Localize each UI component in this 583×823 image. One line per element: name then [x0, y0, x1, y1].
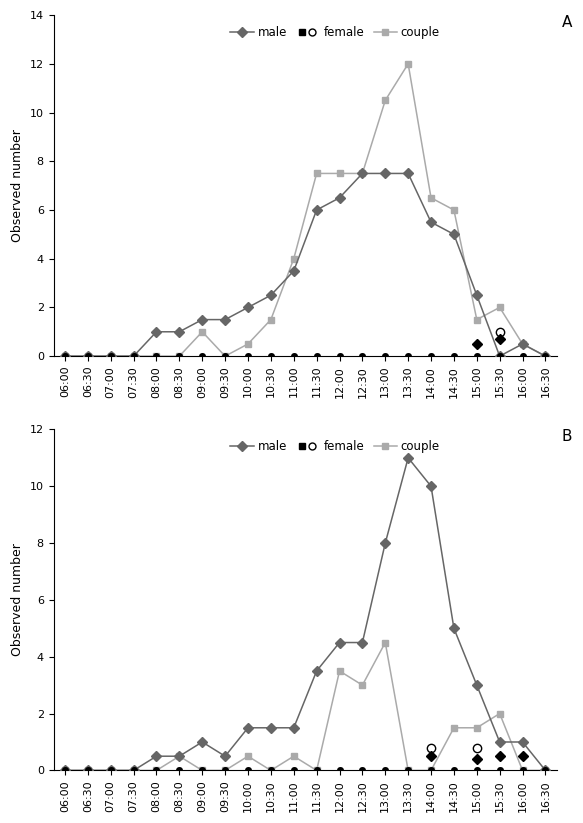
Text: B: B — [562, 430, 573, 444]
Legend: male, female, couple: male, female, couple — [226, 435, 445, 458]
Y-axis label: Observed number: Observed number — [11, 543, 24, 656]
Text: A: A — [562, 15, 573, 30]
Y-axis label: Observed number: Observed number — [11, 129, 24, 242]
Legend: male, female, couple: male, female, couple — [226, 21, 445, 44]
